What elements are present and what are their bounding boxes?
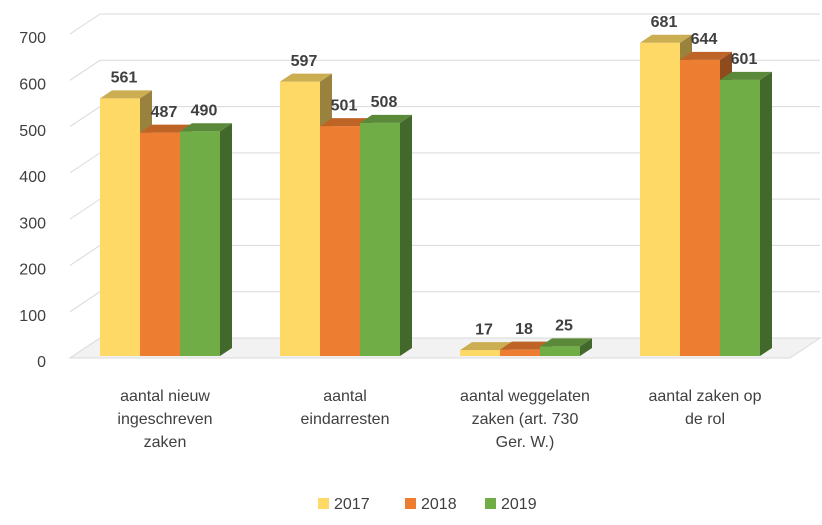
data-label: 644 xyxy=(691,31,718,48)
y-tick-label: 100 xyxy=(19,308,46,325)
x-tick-label: Ger. W.) xyxy=(496,434,555,451)
bar xyxy=(360,114,412,357)
data-label: 597 xyxy=(291,53,318,70)
x-tick-label: zaken xyxy=(144,434,187,451)
grid-line xyxy=(69,198,101,220)
legend-swatch xyxy=(405,498,416,509)
y-tick-label: 600 xyxy=(19,77,46,94)
bar-top xyxy=(180,123,232,132)
bar xyxy=(720,71,772,356)
bar-front xyxy=(460,350,500,356)
legend-label: 2018 xyxy=(421,496,457,513)
data-label: 25 xyxy=(555,318,573,335)
x-tick-label: aantal xyxy=(323,388,367,405)
legend-swatch xyxy=(318,498,329,509)
y-tick-label: 200 xyxy=(19,262,46,279)
x-tick-label: ingeschreven xyxy=(117,411,212,428)
bar-front xyxy=(540,346,580,356)
x-tick-label: zaken (art. 730 xyxy=(472,411,579,428)
bar-top xyxy=(460,342,512,351)
x-tick-label: eindarresten xyxy=(301,411,390,428)
data-label: 490 xyxy=(191,102,218,119)
bar-front xyxy=(680,59,720,357)
bar-top xyxy=(280,73,332,82)
bar-top xyxy=(100,90,152,99)
data-label: 601 xyxy=(731,51,758,68)
bar-side xyxy=(220,123,232,356)
data-label: 681 xyxy=(651,14,678,31)
bar-top xyxy=(360,114,412,123)
x-tick-label: aantal zaken op xyxy=(649,388,762,405)
bar-front xyxy=(360,122,400,357)
bar-top xyxy=(640,34,692,43)
bar-front xyxy=(180,131,220,356)
grid-line xyxy=(69,13,101,35)
floor xyxy=(68,337,822,359)
bar-top xyxy=(540,338,592,347)
bar xyxy=(540,338,592,356)
x-tick-label: aantal weggelaten xyxy=(460,388,590,405)
bar-side xyxy=(580,338,592,356)
y-tick-label: 500 xyxy=(19,123,46,140)
legend-label: 2017 xyxy=(334,496,370,513)
bar-front xyxy=(640,42,680,357)
x-tick-label: de rol xyxy=(685,411,725,428)
grid-line xyxy=(69,291,101,313)
bar-top xyxy=(500,341,552,350)
data-label: 17 xyxy=(475,321,493,338)
bar-front xyxy=(500,349,540,356)
y-tick-label: 400 xyxy=(19,169,46,186)
legend-label: 2019 xyxy=(501,496,537,513)
x-tick-label: aantal nieuw xyxy=(120,388,210,405)
y-tick-label: 300 xyxy=(19,215,46,232)
grid-line xyxy=(69,245,101,266)
grid-line xyxy=(69,106,101,127)
bar-top xyxy=(140,124,192,133)
data-label: 561 xyxy=(111,70,138,87)
data-label: 18 xyxy=(515,321,533,338)
legend-swatch xyxy=(485,498,496,509)
bar xyxy=(180,123,232,356)
data-label: 487 xyxy=(151,104,178,121)
data-label: 508 xyxy=(371,94,398,111)
grid-line xyxy=(69,152,101,174)
grid-line xyxy=(69,59,101,81)
bar-top xyxy=(320,118,372,127)
bar-top xyxy=(680,51,732,60)
bar-side xyxy=(760,71,772,356)
data-label: 501 xyxy=(331,97,358,114)
bar-front xyxy=(140,132,180,356)
y-tick-label: 0 xyxy=(37,354,46,371)
bar-front xyxy=(720,79,760,356)
bar-front xyxy=(100,98,140,356)
bar-top xyxy=(720,71,772,80)
bar-front xyxy=(280,81,320,356)
y-tick-label: 700 xyxy=(19,30,46,47)
bar-front xyxy=(320,126,360,356)
bar-side xyxy=(400,114,412,357)
